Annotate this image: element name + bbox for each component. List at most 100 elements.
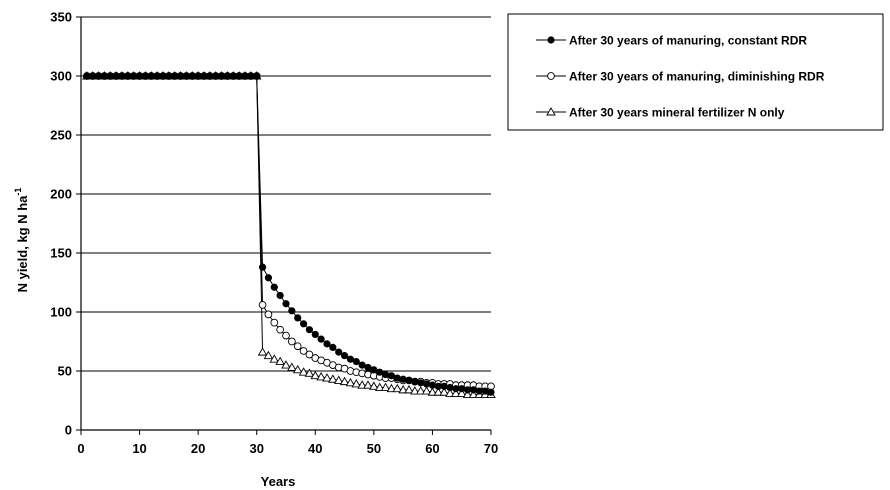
y-tick-label: 100 bbox=[50, 305, 72, 320]
data-point bbox=[481, 387, 489, 395]
data-point bbox=[434, 382, 442, 390]
data-point bbox=[364, 363, 372, 372]
data-point bbox=[345, 377, 356, 387]
data-point bbox=[212, 72, 220, 80]
data-point bbox=[415, 386, 426, 395]
legend-label: After 30 years mineral fertilizer N only bbox=[569, 106, 785, 120]
data-point bbox=[171, 72, 179, 80]
data-point bbox=[393, 374, 401, 382]
data-point bbox=[124, 72, 132, 80]
data-point bbox=[253, 72, 261, 80]
data-point bbox=[269, 354, 280, 363]
data-point bbox=[333, 375, 344, 384]
data-point bbox=[440, 382, 448, 390]
data-point bbox=[462, 389, 473, 399]
gridlines bbox=[81, 16, 491, 372]
y-axis-title-main: N yield, kg N ha bbox=[15, 195, 30, 293]
data-point bbox=[229, 72, 237, 80]
data-point bbox=[89, 72, 97, 80]
y-axis-title-superscript: -1 bbox=[13, 188, 23, 196]
data-point bbox=[200, 72, 208, 80]
y-axis-title: N yield, kg N ha-1 bbox=[13, 188, 30, 293]
data-point bbox=[328, 374, 338, 383]
data-point bbox=[411, 378, 419, 386]
data-point bbox=[176, 72, 185, 80]
data-point bbox=[83, 72, 91, 80]
data-point bbox=[305, 326, 314, 334]
x-tick-label: 0 bbox=[77, 441, 84, 456]
series-lines bbox=[86, 75, 492, 396]
data-point bbox=[264, 310, 273, 319]
data-point bbox=[386, 383, 397, 393]
data-point bbox=[392, 383, 403, 393]
y-tick-label: 250 bbox=[50, 128, 72, 143]
data-point bbox=[376, 368, 384, 376]
data-point bbox=[294, 314, 302, 322]
y-tick-label: 300 bbox=[50, 69, 72, 84]
data-point bbox=[404, 384, 414, 394]
data-point bbox=[329, 343, 337, 351]
data-point bbox=[282, 331, 290, 340]
legend-label: After 30 years of manuring, constant RDR bbox=[569, 34, 807, 48]
x-tick-label: 50 bbox=[367, 441, 381, 456]
legend-entry-2: After 30 years of manuring, diminishing … bbox=[536, 70, 825, 84]
data-point bbox=[165, 72, 173, 80]
legend-marker bbox=[546, 107, 556, 116]
data-point bbox=[316, 371, 326, 381]
data-point bbox=[311, 330, 319, 339]
data-point bbox=[275, 356, 285, 366]
data-point bbox=[217, 72, 226, 80]
y-tick-label: 0 bbox=[65, 423, 72, 438]
x-tick-label: 10 bbox=[132, 441, 146, 456]
x-tick-label: 40 bbox=[308, 441, 322, 456]
data-point bbox=[398, 384, 408, 394]
data-point bbox=[322, 373, 332, 382]
data-point bbox=[339, 376, 350, 386]
data-point bbox=[153, 72, 161, 80]
y-tick-label: 350 bbox=[50, 10, 72, 25]
data-point bbox=[451, 388, 461, 397]
data-point bbox=[182, 72, 191, 80]
data-point bbox=[194, 72, 202, 80]
data-point bbox=[421, 386, 432, 395]
data-point bbox=[293, 342, 302, 351]
data-point bbox=[292, 364, 303, 374]
data-point bbox=[299, 320, 308, 328]
data-point bbox=[422, 380, 431, 388]
legend-label: After 30 years of manuring, diminishing … bbox=[569, 70, 825, 84]
data-point bbox=[288, 307, 296, 315]
data-point bbox=[118, 72, 126, 80]
data-point bbox=[456, 388, 467, 397]
data-point bbox=[270, 283, 278, 291]
series-line-1 bbox=[86, 75, 492, 393]
y-tick-labels: 0 50 100 150 200 250 300 350 bbox=[50, 10, 72, 438]
data-point bbox=[258, 263, 267, 271]
legend-marker bbox=[547, 36, 555, 44]
data-point bbox=[335, 348, 343, 356]
data-point bbox=[428, 381, 437, 389]
x-tick-labels: 0 10 20 30 40 50 60 70 bbox=[77, 441, 498, 456]
data-point bbox=[374, 382, 385, 391]
data-point bbox=[304, 368, 315, 377]
data-point bbox=[387, 372, 396, 380]
data-point bbox=[282, 300, 290, 308]
data-point bbox=[352, 357, 360, 366]
data-point bbox=[305, 350, 314, 359]
data-point bbox=[452, 385, 460, 393]
data-point bbox=[298, 367, 309, 376]
data-point bbox=[276, 325, 284, 334]
axes bbox=[76, 16, 492, 435]
data-point bbox=[270, 318, 279, 327]
data-point bbox=[427, 387, 438, 396]
data-point bbox=[247, 72, 255, 80]
data-point bbox=[223, 72, 232, 80]
data-point bbox=[433, 387, 444, 396]
data-point bbox=[445, 388, 455, 397]
data-point bbox=[206, 72, 214, 80]
legend: After 30 years of manuring, constant RDR… bbox=[507, 13, 884, 131]
data-point bbox=[264, 274, 273, 282]
data-point bbox=[468, 389, 479, 399]
data-point bbox=[369, 381, 379, 390]
data-point bbox=[458, 385, 466, 393]
data-point bbox=[399, 375, 407, 383]
